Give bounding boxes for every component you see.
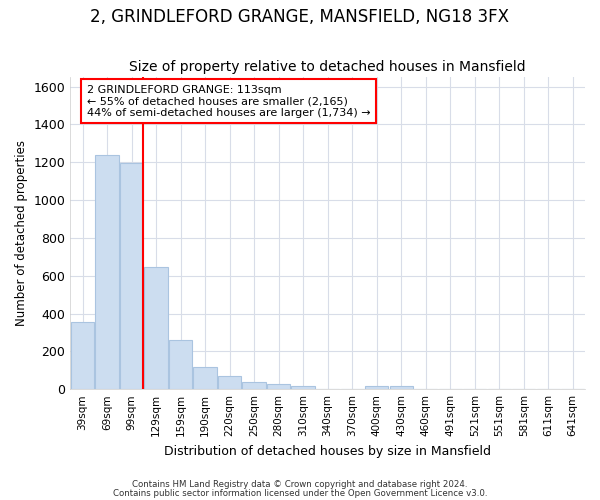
Text: Contains public sector information licensed under the Open Government Licence v3: Contains public sector information licen…: [113, 489, 487, 498]
Bar: [120, 163, 143, 389]
Bar: [169, 340, 192, 389]
Bar: [193, 368, 217, 389]
Bar: [95, 154, 119, 389]
X-axis label: Distribution of detached houses by size in Mansfield: Distribution of detached houses by size …: [164, 444, 491, 458]
Y-axis label: Number of detached properties: Number of detached properties: [15, 140, 28, 326]
Bar: [242, 382, 266, 389]
Bar: [389, 386, 413, 389]
Text: 2, GRINDLEFORD GRANGE, MANSFIELD, NG18 3FX: 2, GRINDLEFORD GRANGE, MANSFIELD, NG18 3…: [91, 8, 509, 26]
Bar: [365, 386, 388, 389]
Bar: [218, 376, 241, 389]
Bar: [145, 267, 168, 389]
Title: Size of property relative to detached houses in Mansfield: Size of property relative to detached ho…: [130, 60, 526, 74]
Bar: [71, 322, 94, 389]
Bar: [267, 384, 290, 389]
Text: 2 GRINDLEFORD GRANGE: 113sqm
← 55% of detached houses are smaller (2,165)
44% of: 2 GRINDLEFORD GRANGE: 113sqm ← 55% of de…: [87, 84, 370, 118]
Bar: [292, 386, 315, 389]
Text: Contains HM Land Registry data © Crown copyright and database right 2024.: Contains HM Land Registry data © Crown c…: [132, 480, 468, 489]
